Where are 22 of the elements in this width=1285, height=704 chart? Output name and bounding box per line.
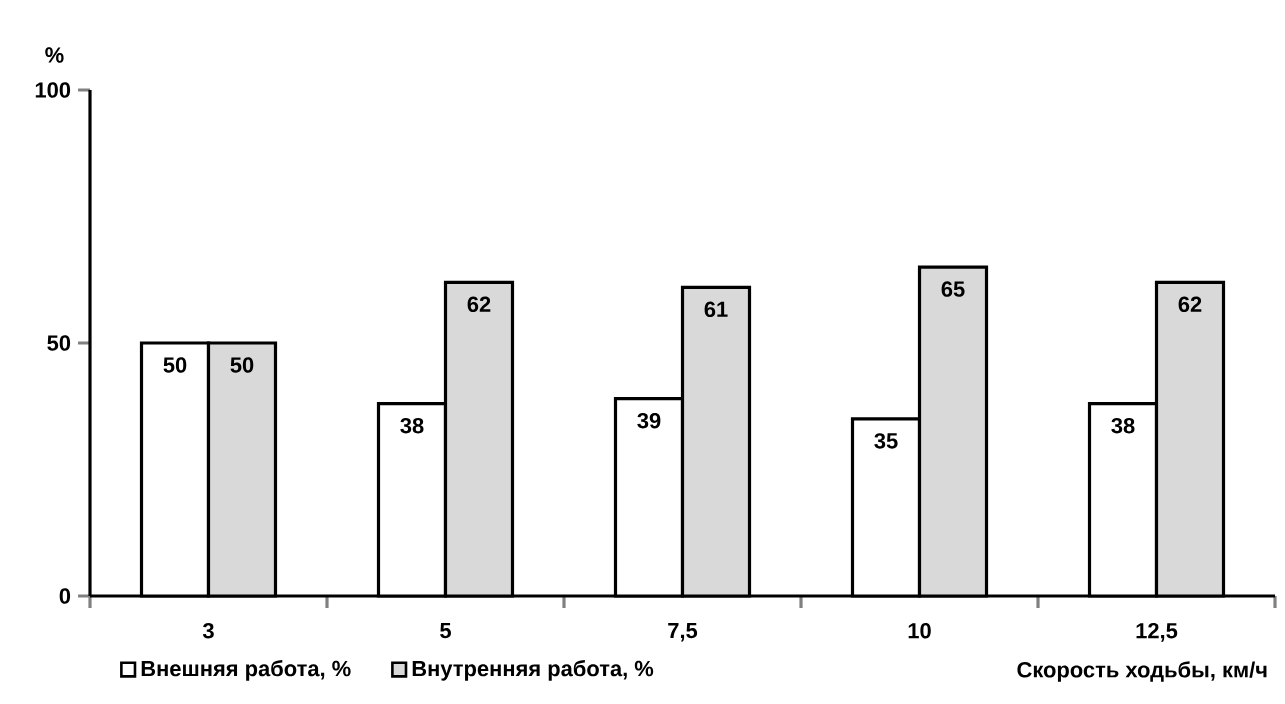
data-label: 62	[467, 296, 491, 313]
data-label: 50	[163, 357, 187, 373]
y-tick-label: 50	[47, 335, 71, 351]
data-label: 38	[1111, 417, 1135, 434]
x-tick-label: 12,5	[1136, 622, 1178, 642]
y-tick-label: 0	[59, 588, 71, 604]
x-axis-title: Скорость ходьбы, км/ч	[1017, 661, 1267, 682]
data-label: 50	[230, 357, 254, 373]
data-label: 62	[1178, 296, 1202, 313]
legend-label: Внутренняя работа, %	[412, 660, 654, 681]
y-axis-title: %	[45, 47, 64, 63]
data-label: 61	[704, 301, 728, 318]
x-tick-label: 7,5	[668, 622, 698, 642]
data-label: 35	[874, 433, 898, 449]
x-tick-label: 5	[440, 622, 451, 639]
data-label: 39	[637, 412, 661, 429]
x-tick-label: 10	[908, 622, 931, 639]
legend-label: Внешняя работа, %	[141, 660, 351, 681]
x-tick-label: 3	[202, 622, 214, 639]
y-tick-label: 100	[35, 82, 71, 98]
data-label: 65	[941, 281, 965, 297]
data-label: 38	[400, 417, 424, 434]
